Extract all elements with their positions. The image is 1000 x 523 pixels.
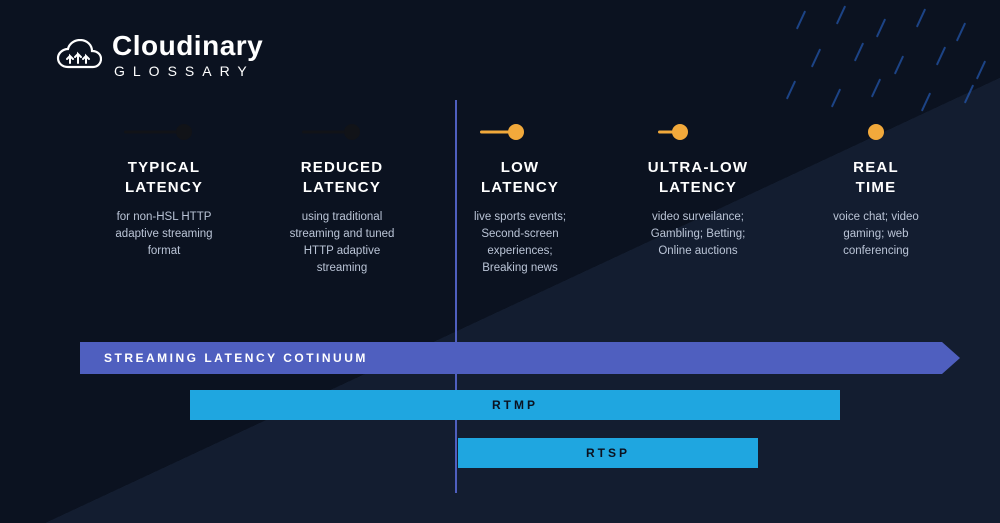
latency-column-title: TYPICAL LATENCY bbox=[125, 158, 203, 199]
latency-marker-icon bbox=[480, 120, 560, 144]
latency-column-desc: for non-HSL HTTP adaptive streaming form… bbox=[115, 209, 212, 261]
latency-column: REDUCED LATENCY using traditional streami… bbox=[258, 120, 426, 278]
brand-logo: Cloudinary GLOSSARY bbox=[56, 32, 263, 78]
latency-marker-icon bbox=[836, 120, 916, 144]
diagram-content: Cloudinary GLOSSARY TYPICAL LATENCY for n… bbox=[0, 0, 1000, 523]
protocol-bars: STREAMING LATENCY COTINUUM RTMP RTSP bbox=[80, 342, 960, 486]
latency-column-title: ULTRA-LOW LATENCY bbox=[648, 158, 749, 199]
bar-label: STREAMING LATENCY COTINUUM bbox=[104, 351, 368, 365]
bar-label: RTMP bbox=[492, 398, 538, 412]
protocol-bar: RTSP bbox=[458, 438, 758, 468]
latency-column-title: LOW LATENCY bbox=[481, 158, 559, 199]
bar-label: RTSP bbox=[586, 446, 630, 460]
cloud-icon bbox=[56, 39, 102, 71]
latency-column: TYPICAL LATENCY for non-HSL HTTP adaptive… bbox=[80, 120, 248, 278]
latency-marker-icon bbox=[302, 120, 382, 144]
latency-column: LOW LATENCY live sports events; Second-sc… bbox=[436, 120, 604, 278]
latency-marker-icon bbox=[124, 120, 204, 144]
latency-column-desc: video surveilance; Gambling; Betting; On… bbox=[651, 209, 746, 261]
latency-column-desc: voice chat; video gaming; web conferenci… bbox=[833, 209, 919, 261]
latency-column-title: REDUCED LATENCY bbox=[301, 158, 384, 199]
bar-row: STREAMING LATENCY COTINUUM bbox=[80, 342, 960, 374]
latency-column: REAL TIME voice chat; video gaming; web c… bbox=[792, 120, 960, 278]
bar-row: RTSP bbox=[80, 438, 960, 470]
latency-column-desc: live sports events; Second-screen experi… bbox=[474, 209, 566, 278]
latency-marker-icon bbox=[658, 120, 738, 144]
latency-column-title: REAL TIME bbox=[853, 158, 899, 199]
latency-column: ULTRA-LOW LATENCY video surveilance; Gamb… bbox=[614, 120, 782, 278]
latency-column-desc: using traditional streaming and tuned HT… bbox=[290, 209, 395, 278]
continuum-arrow-bar: STREAMING LATENCY COTINUUM bbox=[80, 342, 960, 374]
latency-columns: TYPICAL LATENCY for non-HSL HTTP adaptive… bbox=[80, 120, 960, 278]
logo-subtitle: GLOSSARY bbox=[114, 64, 263, 78]
protocol-bar: RTMP bbox=[190, 390, 840, 420]
logo-title: Cloudinary bbox=[112, 32, 263, 60]
bar-row: RTMP bbox=[80, 390, 960, 422]
